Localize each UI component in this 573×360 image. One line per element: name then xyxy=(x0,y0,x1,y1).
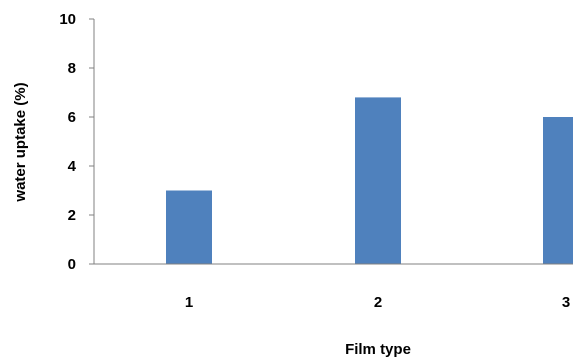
x-axis-ticks: 1 2 3 xyxy=(185,294,570,311)
x-tick-label: 3 xyxy=(562,294,570,311)
x-tick-label: 1 xyxy=(185,294,193,311)
x-tick-label: 2 xyxy=(374,294,382,311)
y-axis-ticks: 0 2 4 6 8 10 xyxy=(59,11,94,273)
y-tick-label: 0 xyxy=(68,256,76,273)
bar-3 xyxy=(543,117,573,264)
y-axis-title: water uptake (%) xyxy=(12,82,29,202)
x-axis-title: Film type xyxy=(345,341,411,358)
y-tick-label: 8 xyxy=(68,60,76,77)
y-tick-label: 10 xyxy=(59,11,76,28)
bar-1 xyxy=(166,190,212,264)
y-tick-label: 6 xyxy=(68,109,76,126)
bar-2 xyxy=(355,97,401,265)
y-tick-label: 4 xyxy=(68,158,77,175)
bars xyxy=(166,97,573,265)
y-tick-label: 2 xyxy=(68,207,76,224)
